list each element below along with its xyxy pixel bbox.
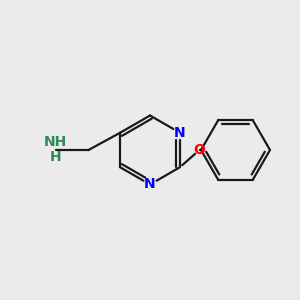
Text: N: N bbox=[144, 178, 156, 191]
Text: O: O bbox=[194, 143, 206, 157]
Text: N: N bbox=[174, 126, 186, 140]
Text: H: H bbox=[50, 150, 61, 164]
Text: NH: NH bbox=[44, 136, 67, 149]
